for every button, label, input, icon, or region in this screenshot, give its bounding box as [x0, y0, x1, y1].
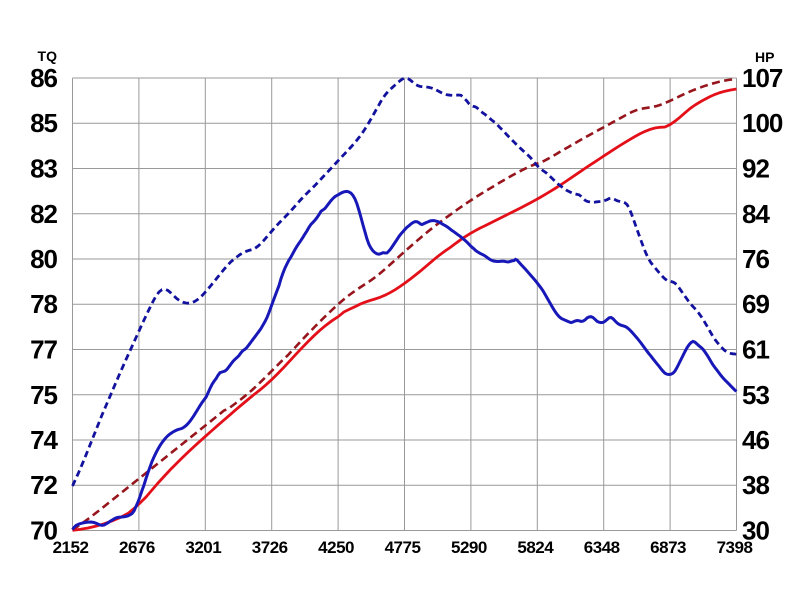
svg-text:7398: 7398: [717, 538, 753, 557]
svg-text:107: 107: [742, 63, 783, 93]
svg-text:82: 82: [30, 199, 57, 229]
svg-text:2676: 2676: [119, 538, 155, 557]
svg-text:TQ: TQ: [38, 48, 58, 64]
svg-text:5290: 5290: [451, 538, 487, 557]
svg-text:3201: 3201: [185, 538, 221, 557]
svg-text:61: 61: [742, 335, 769, 365]
svg-text:78: 78: [30, 289, 57, 319]
svg-text:86: 86: [30, 63, 57, 93]
svg-text:38: 38: [742, 470, 769, 500]
svg-text:92: 92: [742, 154, 769, 184]
svg-text:84: 84: [742, 199, 770, 229]
svg-text:83: 83: [30, 154, 57, 184]
svg-text:5824: 5824: [517, 538, 554, 557]
svg-text:77: 77: [30, 335, 57, 365]
svg-text:2152: 2152: [53, 538, 89, 557]
svg-text:80: 80: [30, 244, 57, 274]
svg-text:4250: 4250: [318, 538, 354, 557]
svg-text:70: 70: [30, 516, 57, 546]
svg-text:76: 76: [742, 244, 769, 274]
svg-text:6873: 6873: [650, 538, 686, 557]
svg-text:100: 100: [742, 108, 783, 138]
svg-text:53: 53: [742, 380, 769, 410]
svg-text:HP: HP: [755, 49, 774, 65]
svg-text:46: 46: [742, 425, 769, 455]
svg-text:75: 75: [30, 380, 57, 410]
svg-text:85: 85: [30, 108, 57, 138]
svg-text:6348: 6348: [584, 538, 620, 557]
svg-text:30: 30: [742, 516, 769, 546]
svg-text:4775: 4775: [385, 538, 421, 557]
svg-text:74: 74: [30, 425, 58, 455]
svg-text:69: 69: [742, 289, 769, 319]
svg-text:72: 72: [30, 470, 57, 500]
svg-text:3726: 3726: [252, 538, 288, 557]
